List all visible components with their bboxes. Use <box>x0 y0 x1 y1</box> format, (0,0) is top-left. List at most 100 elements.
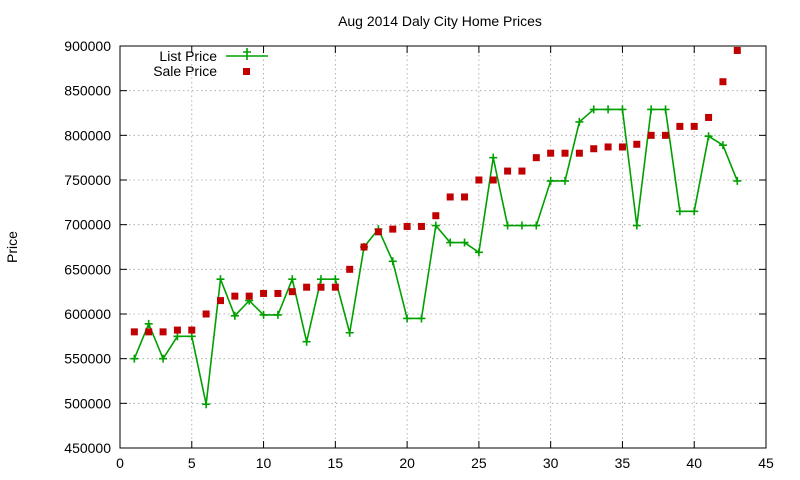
sale-price-point <box>202 310 210 318</box>
x-tick-label: 30 <box>543 455 559 471</box>
list-price-point <box>388 257 397 266</box>
sale-price-point <box>518 167 526 175</box>
list-price-point <box>718 141 727 150</box>
list-price-point <box>589 105 598 114</box>
y-tick-label: 450000 <box>64 440 111 456</box>
list-price-point <box>661 105 670 114</box>
list-price-point <box>202 400 211 409</box>
legend: List Price Sale Price <box>153 48 268 79</box>
sale-price-point <box>374 228 382 236</box>
sale-price-point <box>245 292 253 300</box>
sale-price-point <box>590 145 598 153</box>
list-price-point <box>345 328 354 337</box>
sale-price-point <box>360 243 368 251</box>
sale-price-point <box>173 326 181 334</box>
sale-price-point <box>504 167 512 175</box>
plot-frame <box>119 45 767 449</box>
list-price-point <box>546 176 555 185</box>
list-price-point <box>675 207 684 216</box>
list-price-point <box>230 311 239 320</box>
sale-price-point <box>719 78 727 86</box>
list-price-point <box>517 221 526 230</box>
sale-price-point <box>417 222 425 230</box>
sale-price-point <box>188 326 196 334</box>
sale-price-point <box>561 149 569 157</box>
series-line-list-price <box>133 108 739 405</box>
sale-price-point <box>260 289 268 297</box>
sale-price-point <box>733 46 741 54</box>
sale-price-point <box>575 149 583 157</box>
x-tick-label: 45 <box>758 455 774 471</box>
legend-marker-sale-price <box>243 68 250 75</box>
grid-layer <box>120 46 766 448</box>
sale-price-point <box>288 288 296 296</box>
chart-title: Aug 2014 Daly City Home Prices <box>338 13 542 29</box>
list-price-point <box>503 221 512 230</box>
sale-price-point <box>403 222 411 230</box>
list-price-point <box>618 105 627 114</box>
list-price-point <box>130 354 139 363</box>
sale-price-point <box>662 131 670 139</box>
x-tick-label: 25 <box>471 455 487 471</box>
list-price-point <box>632 221 641 230</box>
list-price-point <box>690 207 699 216</box>
list-price-point <box>187 332 196 341</box>
x-tick-label: 40 <box>686 455 702 471</box>
y-tick-label: 850000 <box>64 83 111 99</box>
sale-price-point <box>303 283 311 291</box>
list-price-point <box>733 176 742 185</box>
y-tick-label: 900000 <box>64 38 111 54</box>
x-tick-label: 5 <box>188 455 196 471</box>
sale-price-point <box>618 143 626 151</box>
y-tick-label: 650000 <box>64 261 111 277</box>
sale-price-point <box>130 328 138 336</box>
sale-price-point <box>317 283 325 291</box>
list-price-point <box>302 337 311 346</box>
axis-layer: 450000 500000 550000 600000 650000 700000 7500… <box>64 38 774 471</box>
legend-marker-list-price <box>243 48 251 60</box>
list-price-point <box>316 275 325 284</box>
list-price-point <box>575 117 584 126</box>
list-price-point <box>288 275 297 284</box>
x-tick-label: 35 <box>615 455 631 471</box>
x-tick-label: 0 <box>116 455 124 471</box>
list-price-point <box>417 314 426 323</box>
list-price-point <box>604 105 613 114</box>
sale-price-point <box>647 131 655 139</box>
list-price-point <box>159 354 168 363</box>
sale-price-point <box>461 193 469 201</box>
sale-price-point <box>346 265 354 273</box>
list-price-point <box>647 105 656 114</box>
sale-price-point <box>331 283 339 291</box>
y-tick-label: 750000 <box>64 172 111 188</box>
sale-price-point <box>432 212 440 220</box>
y-axis-label: Price <box>4 231 20 263</box>
sale-price-point <box>532 154 540 162</box>
list-price-point <box>532 221 541 230</box>
list-price-point <box>216 275 225 284</box>
list-price-point <box>474 248 483 257</box>
sale-price-point <box>604 143 612 151</box>
list-price-point <box>431 221 440 230</box>
list-price-point <box>489 153 498 162</box>
list-price-point <box>446 238 455 247</box>
sale-price-point <box>274 289 282 297</box>
list-price-point <box>561 176 570 185</box>
sale-price-point <box>389 225 397 233</box>
list-price-point <box>173 332 182 341</box>
list-price-point <box>331 275 340 284</box>
list-price-point <box>403 314 412 323</box>
sale-price-point <box>547 149 555 157</box>
x-tick-label: 15 <box>328 455 344 471</box>
sale-price-point <box>216 297 224 305</box>
legend-label-sale-price: Sale Price <box>153 63 217 79</box>
list-price-point <box>273 310 282 319</box>
sale-price-point <box>231 292 239 300</box>
sale-price-point <box>690 122 698 130</box>
sale-price-point <box>159 328 167 336</box>
y-tick-label: 700000 <box>64 217 111 233</box>
sale-price-point <box>145 328 153 336</box>
list-price-point <box>704 132 713 141</box>
